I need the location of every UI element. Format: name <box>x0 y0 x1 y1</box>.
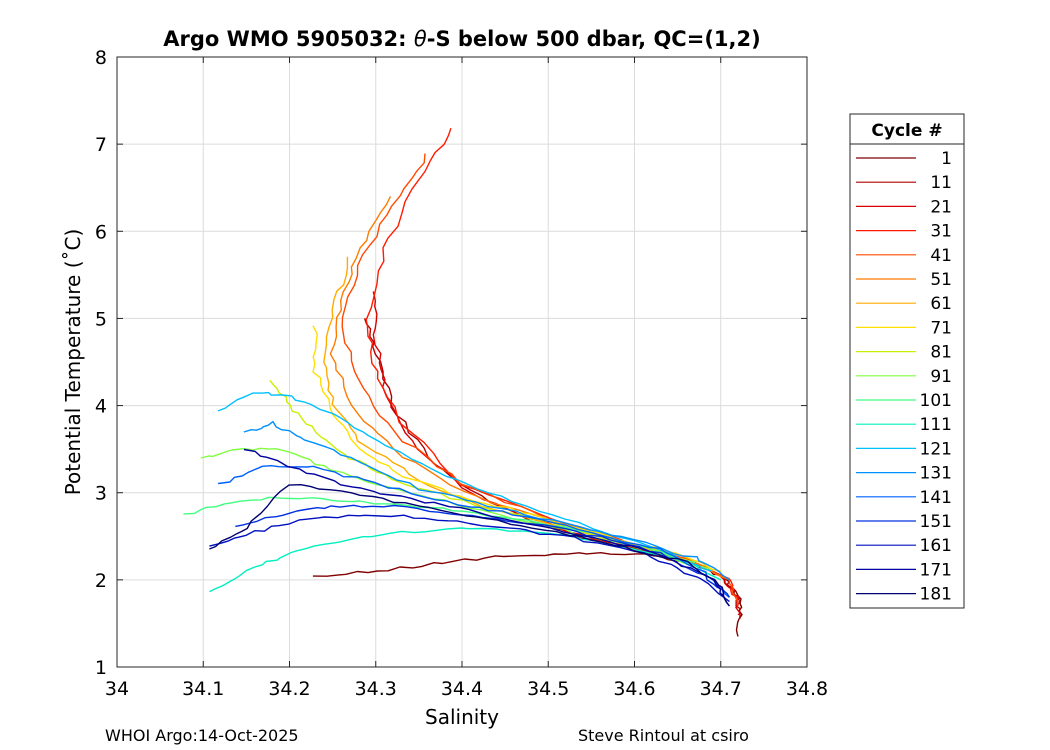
series-line-cycle-161 <box>209 514 730 603</box>
series-line-cycle-81 <box>269 379 696 564</box>
legend-label-51: 51 <box>930 270 952 290</box>
legend-label-41: 41 <box>930 246 952 266</box>
x-axis-label: Salinity <box>425 705 499 729</box>
legend-label-121: 121 <box>920 439 952 459</box>
legend-label-61: 61 <box>930 294 952 314</box>
legend-box <box>849 113 965 609</box>
legend-label-111: 111 <box>920 415 952 435</box>
legend-label-151: 151 <box>920 512 952 532</box>
legend-label-171: 171 <box>920 560 952 580</box>
x-tick-label: 34.5 <box>527 678 569 700</box>
series-line-cycle-171 <box>243 448 730 607</box>
x-tick-label: 34 <box>105 678 129 700</box>
y-axis-label: Potential Temperature (˚C) <box>61 229 85 496</box>
legend-label-131: 131 <box>920 464 952 484</box>
y-tick-label: 1 <box>95 657 107 679</box>
legend-label-141: 141 <box>920 488 952 508</box>
x-tick-label: 34.3 <box>355 678 397 700</box>
series-line-cycle-1 <box>312 552 743 637</box>
y-tick-label: 5 <box>95 308 107 330</box>
grid-lines <box>116 56 808 668</box>
y-tick-label: 3 <box>95 483 107 505</box>
x-tick-label: 34.7 <box>700 678 742 700</box>
y-tick-label: 7 <box>95 134 107 156</box>
legend-label-91: 91 <box>930 367 952 387</box>
legend-label-31: 31 <box>930 222 952 242</box>
series-line-cycle-41 <box>341 153 739 607</box>
series-line-cycle-131 <box>243 420 730 581</box>
legend-label-11: 11 <box>930 173 952 193</box>
series-line-cycle-121 <box>217 391 713 572</box>
y-tick-label: 6 <box>95 221 107 243</box>
x-tick-label: 34.2 <box>268 678 310 700</box>
title-prefix: Argo WMO 5905032: <box>163 27 414 51</box>
x-tick-label: 34.4 <box>441 678 483 700</box>
y-tick-label: 2 <box>95 570 107 592</box>
legend-title: Cycle # <box>871 121 942 141</box>
series-line-cycle-181 <box>209 484 730 607</box>
x-axis-ticks: 34 34.1 34.2 34.3 34.4 34.5 34.6 34.7 34.8 <box>105 57 828 700</box>
legend-label-21: 21 <box>930 197 952 217</box>
x-tick-label: 34.8 <box>786 678 828 700</box>
legend: Cycle # 11121314151617181911011111211311… <box>849 113 965 609</box>
legend-label-161: 161 <box>920 536 952 556</box>
series-line-cycle-71 <box>312 325 721 572</box>
legend-label-81: 81 <box>930 343 952 363</box>
chart-title: Argo WMO 5905032: θ-S below 500 dbar, QC… <box>163 27 760 51</box>
x-tick-label: 34.1 <box>182 678 224 700</box>
y-tick-label: 4 <box>95 396 107 418</box>
series-line-cycle-11 <box>363 318 741 620</box>
legend-entries: 1112131415161718191101111121131141151161… <box>856 149 952 605</box>
legend-label-1: 1 <box>941 149 952 169</box>
legend-label-71: 71 <box>930 318 952 338</box>
footer-source: WHOI Argo:14-Oct-2025 <box>105 726 299 745</box>
x-tick-label: 34.6 <box>613 678 655 700</box>
legend-label-101: 101 <box>920 391 952 411</box>
y-tick-label: 8 <box>95 47 107 69</box>
title-theta-symbol: θ <box>414 27 427 51</box>
footer-credit: Steve Rintoul at csiro <box>578 726 749 745</box>
y-axis-ticks: 1 2 3 4 5 6 7 8 <box>95 47 807 679</box>
series-layer <box>183 127 743 637</box>
title-suffix: -S below 500 dbar, QC=(1,2) <box>427 27 761 51</box>
legend-label-181: 181 <box>920 585 952 605</box>
series-line-cycle-111 <box>209 527 722 593</box>
